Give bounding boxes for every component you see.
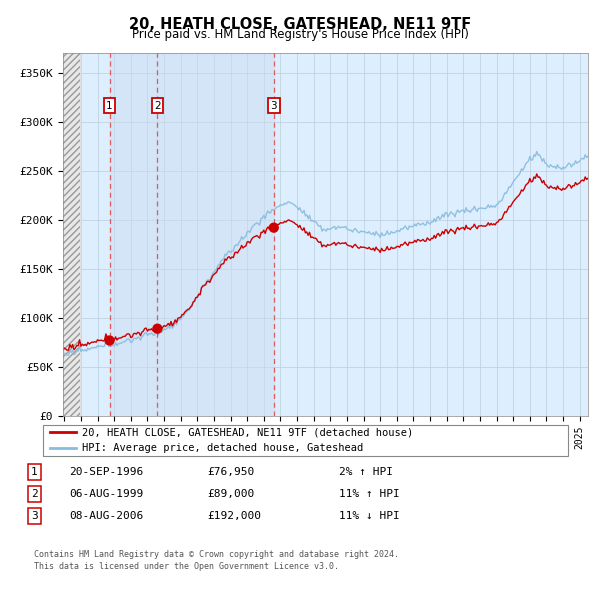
Text: Contains HM Land Registry data © Crown copyright and database right 2024.: Contains HM Land Registry data © Crown c… bbox=[34, 550, 399, 559]
Text: £76,950: £76,950 bbox=[207, 467, 254, 477]
Text: This data is licensed under the Open Government Licence v3.0.: This data is licensed under the Open Gov… bbox=[34, 562, 339, 571]
Text: 20-SEP-1996: 20-SEP-1996 bbox=[69, 467, 143, 477]
Text: 20, HEATH CLOSE, GATESHEAD, NE11 9TF (detached house): 20, HEATH CLOSE, GATESHEAD, NE11 9TF (de… bbox=[82, 427, 413, 437]
Text: £89,000: £89,000 bbox=[207, 489, 254, 499]
Point bbox=[269, 223, 278, 232]
Point bbox=[105, 336, 115, 345]
Text: 20, HEATH CLOSE, GATESHEAD, NE11 9TF: 20, HEATH CLOSE, GATESHEAD, NE11 9TF bbox=[129, 17, 471, 31]
Text: 11% ↓ HPI: 11% ↓ HPI bbox=[339, 511, 400, 520]
Text: Price paid vs. HM Land Registry's House Price Index (HPI): Price paid vs. HM Land Registry's House … bbox=[131, 28, 469, 41]
Text: 3: 3 bbox=[31, 511, 38, 520]
Text: 1: 1 bbox=[106, 101, 113, 111]
Text: 08-AUG-2006: 08-AUG-2006 bbox=[69, 511, 143, 520]
Text: HPI: Average price, detached house, Gateshead: HPI: Average price, detached house, Gate… bbox=[82, 443, 363, 453]
Text: 2: 2 bbox=[154, 101, 161, 111]
Text: 1: 1 bbox=[31, 467, 38, 477]
Bar bbox=[157, 53, 274, 416]
FancyBboxPatch shape bbox=[43, 425, 568, 455]
Bar bbox=[63, 53, 80, 416]
Text: 06-AUG-1999: 06-AUG-1999 bbox=[69, 489, 143, 499]
Bar bbox=[63, 53, 80, 416]
Text: 2: 2 bbox=[31, 489, 38, 499]
Bar bbox=[110, 53, 157, 416]
Text: 3: 3 bbox=[271, 101, 277, 111]
Text: 2% ↑ HPI: 2% ↑ HPI bbox=[339, 467, 393, 477]
Point bbox=[152, 324, 162, 333]
Text: £192,000: £192,000 bbox=[207, 511, 261, 520]
Text: 11% ↑ HPI: 11% ↑ HPI bbox=[339, 489, 400, 499]
